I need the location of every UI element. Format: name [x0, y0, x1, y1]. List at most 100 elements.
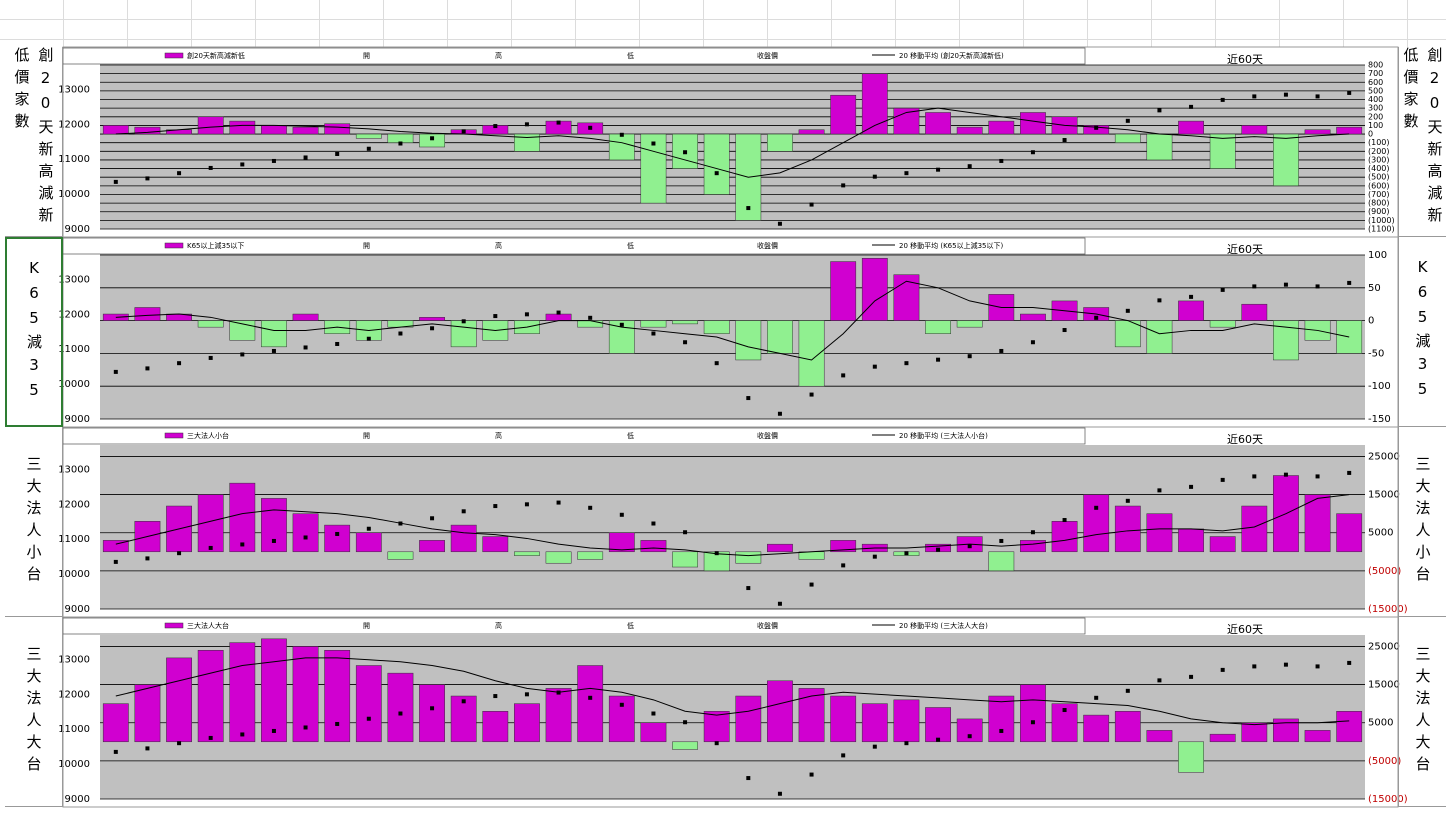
- price-point: [1315, 94, 1320, 99]
- price-point: [366, 716, 371, 721]
- bar: [292, 513, 319, 553]
- y2-tick-label: (1000): [1368, 216, 1395, 225]
- bar: [355, 133, 382, 139]
- bar: [450, 320, 477, 348]
- price-point: [746, 776, 751, 781]
- price-point: [335, 341, 340, 346]
- y2-tick-label: (100): [1368, 138, 1390, 147]
- y-tick-label: 10000: [58, 569, 90, 580]
- bar: [229, 482, 256, 553]
- bar: [514, 703, 540, 743]
- price-point: [240, 542, 245, 547]
- legend-label: K65以上減35以下: [187, 241, 244, 250]
- y2-tick-label: 500: [1368, 86, 1383, 95]
- bar: [229, 642, 256, 743]
- y-tick-label: 13000: [58, 84, 90, 95]
- legend-label: 收盤價: [757, 51, 778, 60]
- price-point: [271, 538, 276, 543]
- price-point: [335, 721, 340, 726]
- y2-tick-label: (5000): [1368, 756, 1401, 767]
- y-tick-label: 13000: [58, 654, 90, 665]
- price-point: [493, 504, 498, 509]
- price-point: [113, 179, 118, 184]
- bar: [767, 680, 793, 743]
- bar: [482, 536, 509, 553]
- side-label: 三大法人小台: [1398, 427, 1446, 617]
- price-point: [872, 554, 877, 559]
- annotation: 近60天: [1227, 53, 1263, 66]
- price-point: [619, 702, 624, 707]
- price-point: [208, 735, 213, 740]
- price-point: [1062, 518, 1067, 523]
- price-point: [1125, 118, 1130, 123]
- bar: [735, 320, 762, 361]
- price-point: [1283, 472, 1288, 477]
- bar: [419, 540, 445, 553]
- bar: [1114, 505, 1141, 553]
- bar: [830, 695, 857, 743]
- price-point: [430, 516, 435, 521]
- bar: [1336, 513, 1363, 553]
- y2-tick-label: 0: [1368, 316, 1374, 327]
- price-point: [651, 141, 656, 146]
- bar: [1146, 133, 1173, 161]
- price-point: [113, 559, 118, 564]
- price-point: [588, 125, 593, 130]
- price-point: [1252, 664, 1257, 669]
- price-point: [461, 699, 466, 704]
- price-point: [366, 146, 371, 151]
- y-tick-label: 12000: [58, 499, 90, 510]
- bar: [1178, 120, 1204, 135]
- price-point: [904, 361, 909, 366]
- price-point: [177, 551, 182, 556]
- bar: [355, 532, 382, 553]
- price-point: [1125, 308, 1130, 313]
- price-point: [777, 411, 782, 416]
- legend-label: 低: [627, 621, 634, 630]
- bar: [355, 665, 382, 743]
- price-point: [746, 396, 751, 401]
- price-point: [936, 547, 941, 552]
- price-point: [303, 345, 308, 350]
- price-point: [335, 151, 340, 156]
- bar: [956, 320, 983, 328]
- moving-average-line: [115, 494, 1350, 557]
- y2-tick-label: 5000: [1368, 718, 1393, 729]
- price-point: [524, 122, 529, 127]
- bar: [1273, 718, 1299, 743]
- bar: [387, 551, 414, 560]
- price-point: [1157, 488, 1162, 493]
- bar: [1114, 320, 1141, 348]
- bar: [545, 688, 572, 743]
- plot-area: [100, 445, 1365, 609]
- y-tick-label: 11000: [58, 534, 90, 545]
- price-point: [588, 505, 593, 510]
- bar: [1304, 730, 1331, 743]
- legend-label: 20 移動平均 (三大法人大台): [899, 621, 988, 630]
- legend-label: 20 移動平均 (K65以上減35以下): [899, 241, 1003, 250]
- legend-label: 開: [363, 52, 370, 60]
- bar: [672, 741, 698, 750]
- bar: [640, 540, 667, 553]
- bar: [134, 684, 161, 743]
- bar: [482, 711, 509, 743]
- price-point: [777, 601, 782, 606]
- bar: [102, 703, 129, 743]
- price-point: [683, 150, 688, 155]
- legend-swatch: [164, 622, 184, 629]
- price-point: [1315, 474, 1320, 479]
- legend-label: 高: [495, 431, 502, 440]
- price-point: [588, 695, 593, 700]
- bar: [703, 320, 730, 334]
- moving-average-line: [115, 657, 1350, 726]
- bar: [419, 133, 445, 148]
- bar: [514, 133, 540, 152]
- bar: [767, 133, 793, 152]
- bar: [577, 320, 604, 328]
- bar: [767, 320, 793, 354]
- bar: [261, 320, 287, 348]
- plot-marks: [102, 470, 1363, 606]
- price-point: [714, 171, 719, 176]
- bar: [387, 133, 414, 143]
- bar: [1020, 684, 1046, 743]
